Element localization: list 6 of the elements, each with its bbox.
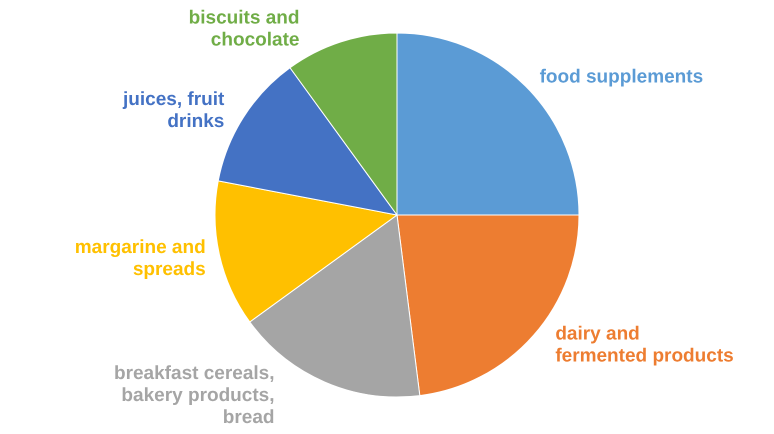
slice-label: food supplements	[540, 66, 704, 87]
slice-label: dairy and fermented products	[555, 323, 734, 366]
slice-label: breakfast cereals, bakery products, bread	[114, 362, 275, 428]
slice-label: juices, fruit drinks	[122, 88, 226, 132]
slice-label: margarine and spreads	[74, 236, 206, 280]
slice-label: biscuits and chocolate	[188, 7, 300, 50]
